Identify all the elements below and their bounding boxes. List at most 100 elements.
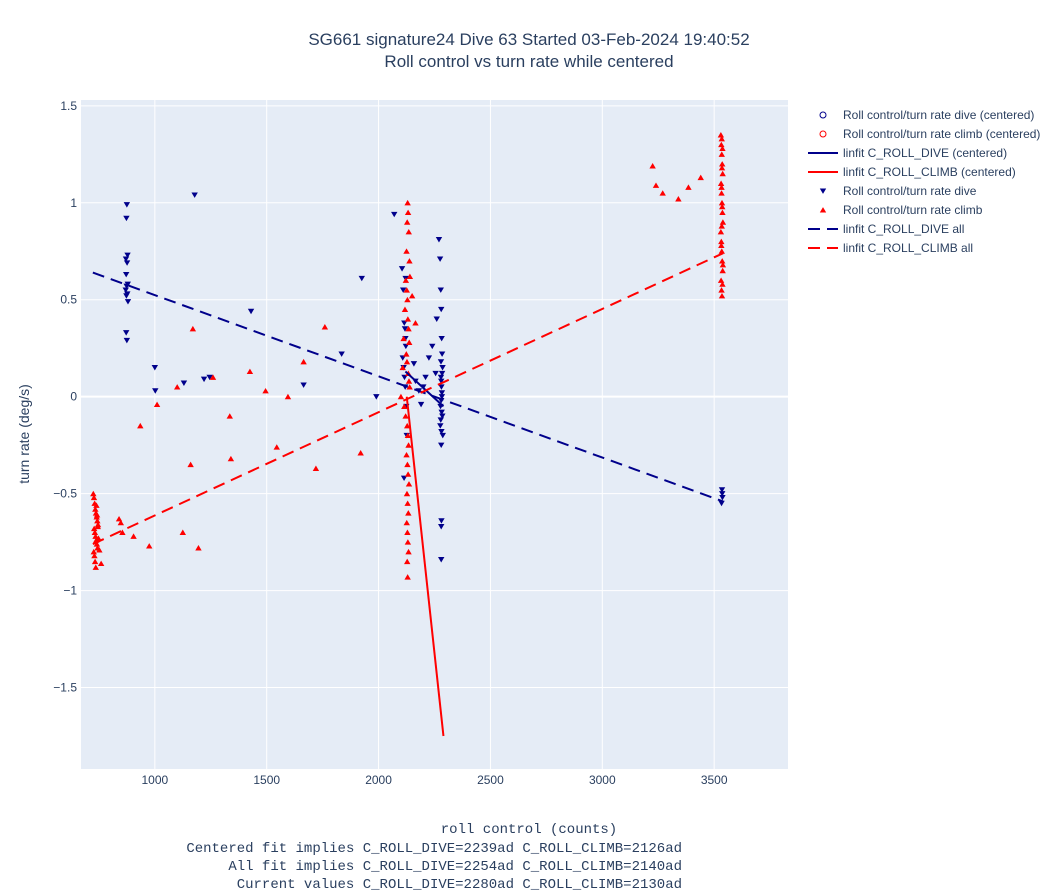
legend-symbol: [819, 111, 827, 119]
legend-symbol: [819, 188, 827, 194]
legend-symbol: [819, 130, 827, 138]
legend-item[interactable]: Roll control/turn rate dive: [808, 181, 976, 200]
data-point: [718, 292, 726, 299]
legend-item[interactable]: linfit C_ROLL_DIVE (centered): [808, 143, 1007, 162]
data-point: [398, 266, 406, 272]
legend-symbol: [808, 152, 838, 154]
data-point: [300, 382, 307, 388]
legend-item[interactable]: linfit C_ROLL_CLIMB all: [808, 238, 973, 257]
data-point: [719, 145, 726, 152]
data-point: [438, 335, 445, 342]
fit-line: [404, 370, 445, 408]
data-point: [179, 529, 186, 535]
data-point: [117, 519, 125, 526]
fit-line: [92, 252, 724, 545]
data-point: [438, 394, 446, 400]
data-point: [438, 524, 445, 530]
data-point: [357, 450, 364, 456]
x-tick-label: 3000: [589, 773, 616, 787]
data-point: [123, 283, 130, 290]
chart-subtitle: Roll control vs turn rate while centered: [384, 52, 674, 71]
data-point: [153, 401, 161, 408]
data-point: [408, 292, 416, 299]
data-point: [94, 523, 101, 530]
data-point: [122, 287, 129, 293]
data-point: [404, 461, 411, 468]
data-point: [122, 271, 130, 278]
y-axis-label: turn rate (deg/s): [16, 384, 32, 484]
data-point: [358, 275, 365, 282]
data-point: [400, 475, 408, 482]
data-point: [433, 316, 440, 323]
data-point: [718, 500, 725, 507]
data-point: [718, 141, 725, 148]
data-point: [718, 184, 725, 190]
data-point: [437, 417, 444, 423]
data-point: [91, 525, 98, 532]
data-point: [422, 374, 429, 381]
data-point: [115, 515, 123, 522]
data-point: [284, 393, 292, 400]
data-point: [404, 209, 412, 216]
data-point: [96, 546, 103, 553]
data-point: [123, 260, 131, 266]
data-point: [718, 164, 726, 171]
y-tick-label: 1: [70, 196, 77, 210]
data-point: [719, 261, 727, 268]
data-point: [436, 256, 444, 262]
data-point: [718, 190, 725, 196]
series-4: [122, 192, 726, 563]
data-point: [438, 557, 445, 563]
chart-title: SG661 signature24 Dive 63 Started 03-Feb…: [308, 30, 750, 49]
data-point: [200, 376, 208, 383]
data-point: [410, 361, 418, 367]
data-point: [417, 401, 425, 408]
data-point: [124, 252, 131, 259]
data-point: [94, 517, 101, 524]
data-point: [174, 384, 181, 390]
data-point: [429, 343, 436, 350]
data-point: [717, 132, 725, 138]
x-tick-label: 2500: [477, 773, 504, 787]
data-point: [406, 384, 413, 390]
fit-line: [92, 271, 724, 503]
data-point: [227, 455, 235, 462]
data-point: [122, 256, 130, 262]
data-point: [137, 422, 144, 429]
data-point: [437, 374, 445, 381]
data-point: [404, 296, 411, 303]
data-point: [432, 370, 439, 377]
data-point: [401, 403, 408, 409]
data-point: [209, 374, 217, 380]
data-point: [90, 494, 98, 501]
legend-label: linfit C_ROLL_CLIMB all: [843, 240, 974, 255]
data-point: [439, 413, 446, 419]
data-point: [399, 287, 407, 293]
legend-item[interactable]: Roll control/turn rate climb: [808, 200, 982, 219]
data-point: [91, 552, 98, 559]
data-point: [119, 529, 126, 535]
data-point: [406, 339, 413, 345]
legend-item[interactable]: Roll control/turn rate climb (centered): [808, 124, 1040, 143]
data-point: [403, 248, 410, 254]
data-point: [438, 306, 445, 313]
plot-background: [81, 100, 788, 769]
data-point: [300, 358, 307, 365]
legend-symbol: [808, 171, 838, 173]
data-point: [206, 374, 213, 381]
data-point: [92, 506, 99, 512]
data-point: [405, 378, 413, 384]
legend-item[interactable]: linfit C_ROLL_DIVE all: [808, 219, 964, 238]
data-point: [405, 510, 412, 516]
data-point: [718, 151, 725, 157]
data-point: [404, 574, 411, 580]
data-point: [92, 564, 99, 570]
data-point: [399, 355, 406, 361]
legend-item[interactable]: linfit C_ROLL_CLIMB (centered): [808, 162, 1016, 181]
series-7: [92, 252, 724, 545]
legend-item[interactable]: Roll control/turn rate dive (centered): [808, 105, 1034, 124]
fit-line: [405, 396, 445, 737]
data-point: [338, 351, 345, 357]
y-tick-label: −0.5: [53, 487, 77, 501]
legend-symbol: [808, 228, 838, 230]
